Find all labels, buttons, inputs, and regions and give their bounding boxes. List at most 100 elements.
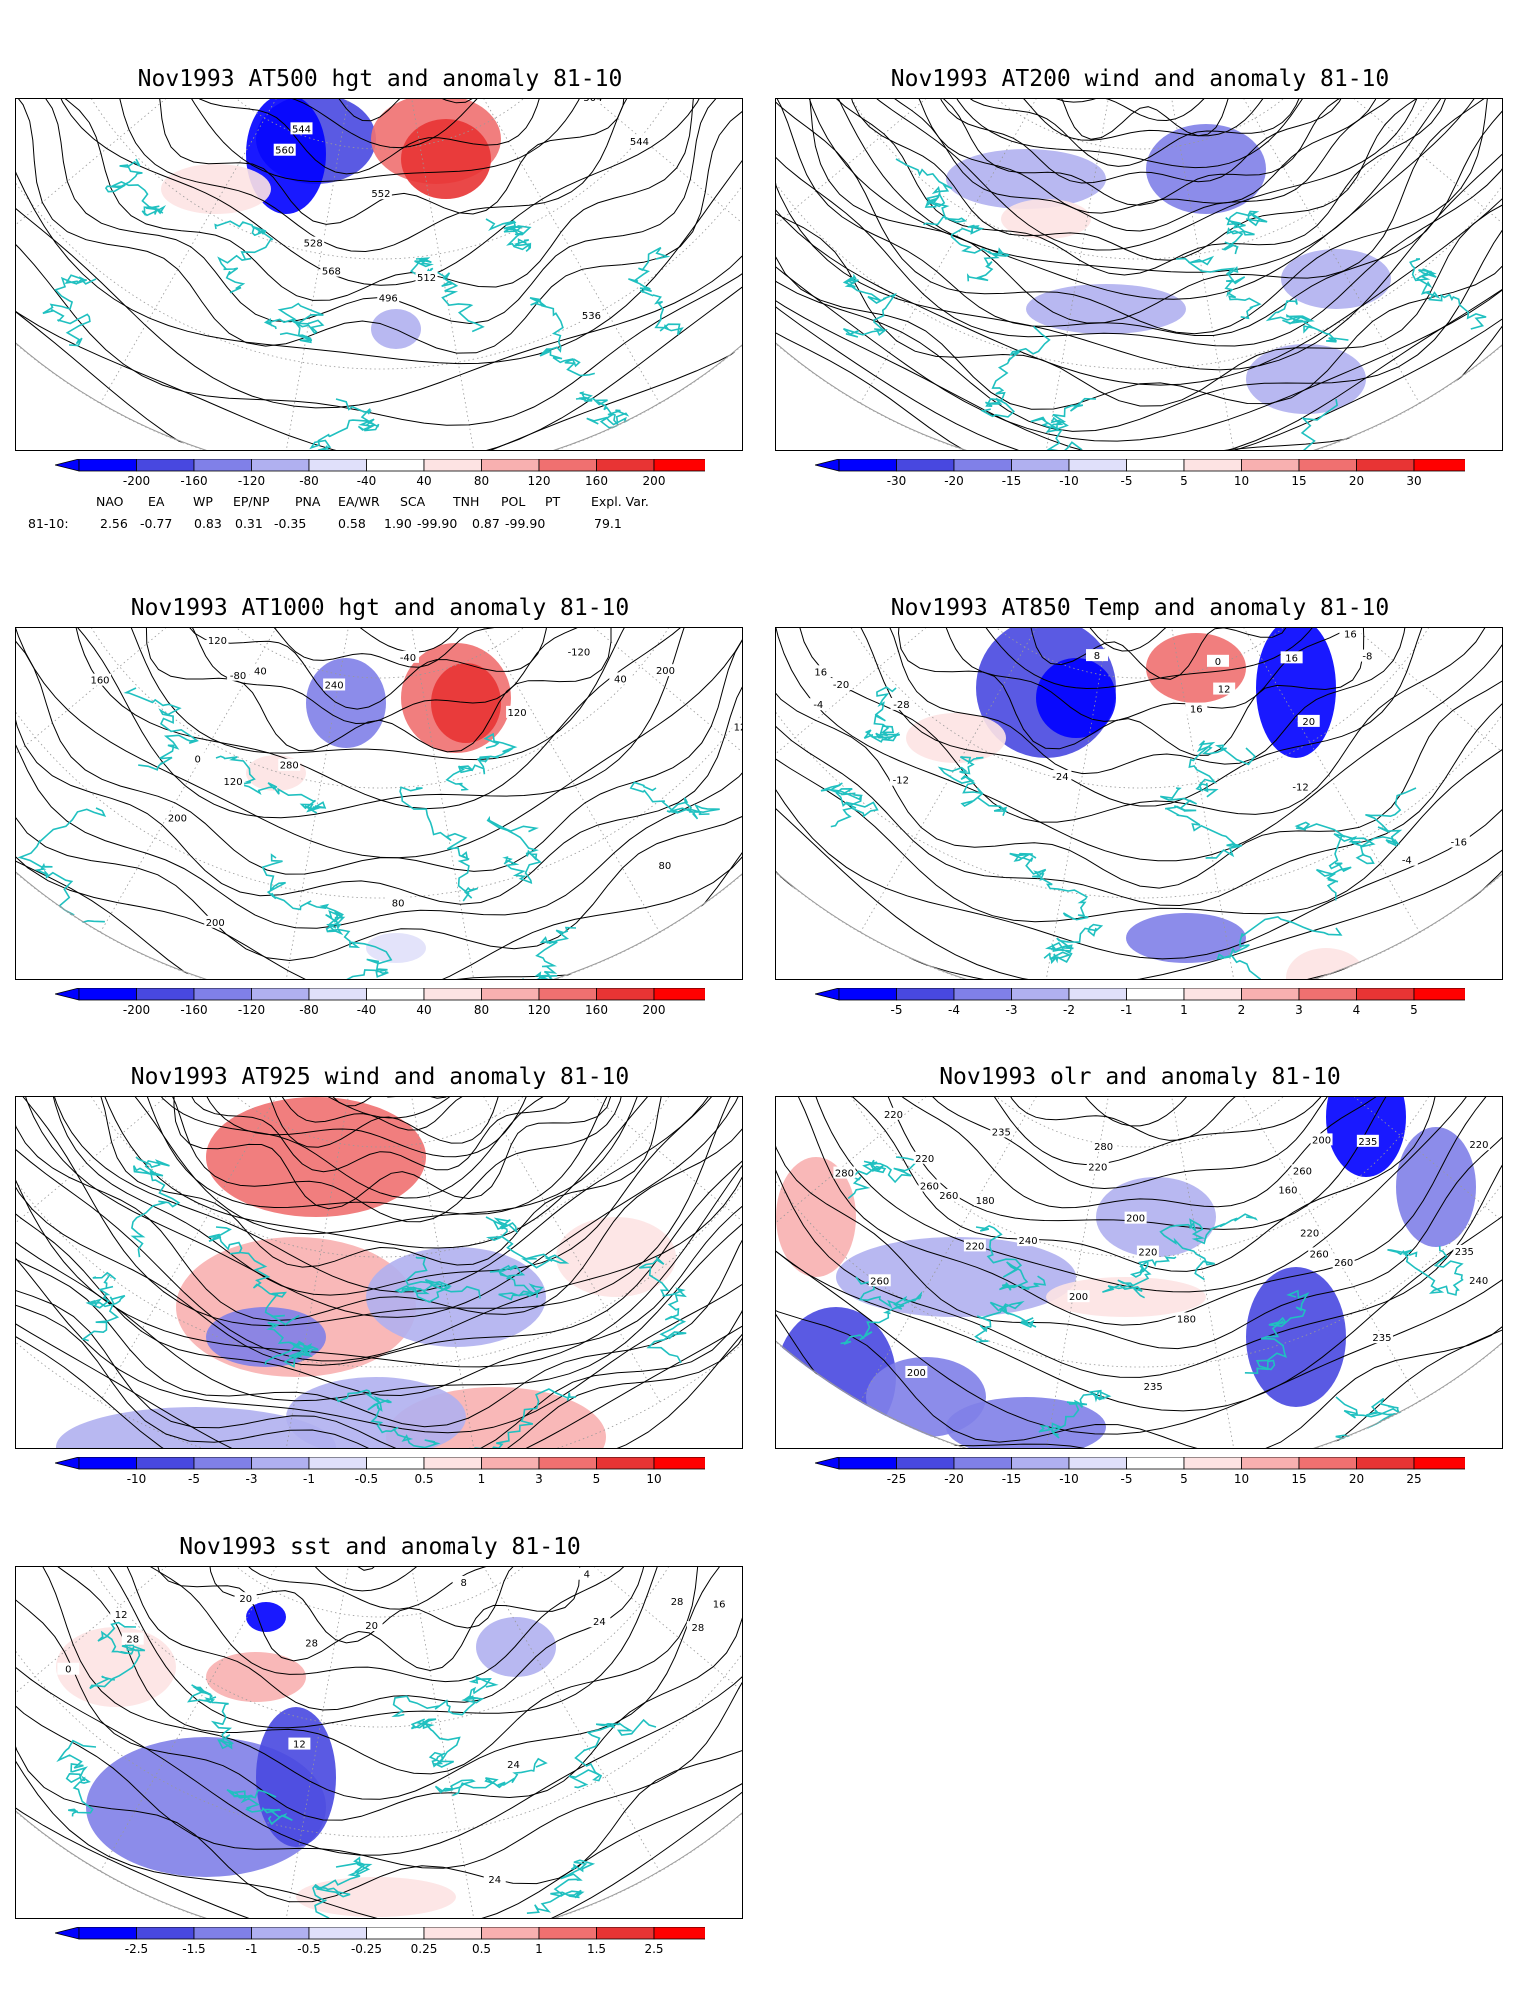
contour-line: [776, 628, 1502, 862]
contour-line: [69, 99, 703, 253]
colorbar-segment: [78, 988, 137, 1001]
anomaly-region: [1096, 1177, 1216, 1257]
coastline: [81, 1271, 126, 1342]
contour-label: 12: [1218, 685, 1231, 696]
contour-line: [52, 1097, 713, 1296]
colorbar-segment: [78, 459, 137, 472]
contour-label-bg: [1136, 1245, 1159, 1258]
colorbar-segment: [1126, 459, 1185, 472]
colorbar-at925: -10 -5 -3 -1 -0.5 0.5 1 3 5 10: [55, 1457, 705, 1485]
contour-label: 536: [582, 311, 601, 322]
contour-label: 260: [939, 1191, 958, 1202]
contour-line: [104, 1097, 648, 1249]
anomaly-region: [476, 1617, 556, 1677]
contour-line: [776, 628, 1502, 960]
contour-line: [134, 1097, 638, 1235]
colorbar-label: -1.5: [182, 1942, 205, 1955]
coastline: [1294, 821, 1358, 901]
contour-label-bg: [1185, 702, 1208, 715]
contour-label-bg: [166, 811, 189, 824]
colorbar-segment: [896, 1457, 955, 1470]
colorbar-segment: [308, 988, 367, 1001]
colorbar-segment: [136, 1457, 195, 1470]
meridian-line: [483, 1097, 661, 1403]
contour-label-bg: [1298, 1226, 1321, 1239]
contour-label: -20: [833, 680, 849, 691]
coastline: [325, 909, 393, 979]
contour-line: [776, 99, 1502, 407]
meridian-line: [1139, 1097, 1502, 1109]
contour-label-bg: [377, 291, 400, 304]
colorbar-label: 20: [1349, 1472, 1364, 1485]
colorbar-segment: [538, 459, 597, 472]
contour-line: [879, 628, 1400, 722]
colorbar-segment: [251, 459, 310, 472]
colorbar-segment: [423, 988, 482, 1001]
hemisphere-boundary: [776, 99, 1502, 450]
coastline: [410, 1718, 461, 1768]
colorbar-segment: [953, 1457, 1012, 1470]
contour-label-bg: [206, 634, 229, 647]
contour-line: [922, 99, 1358, 140]
anomaly-region: [366, 933, 426, 963]
coastline: [863, 686, 900, 743]
contour-label: 235: [992, 1127, 1011, 1138]
colorbar-segment: [1241, 459, 1300, 472]
contour-line: [776, 628, 1502, 907]
contour-line: [893, 1097, 1359, 1166]
colorbar-label: 0.5: [472, 1942, 491, 1955]
index-header: PT: [545, 494, 561, 509]
coastline: [214, 220, 274, 294]
colorbar-segment: [251, 1927, 310, 1940]
latitude-circle: [16, 99, 742, 370]
colorbar-segment: [596, 1457, 655, 1470]
contour-label: 20: [365, 1621, 378, 1632]
meridian-line: [379, 1567, 742, 1579]
colorbar-label: -160: [180, 1003, 207, 1016]
meridian-line: [859, 99, 1141, 405]
contour-label-bg: [1356, 649, 1379, 662]
contour-line: [179, 99, 597, 149]
meridian-line: [859, 1097, 1141, 1403]
meridian-line: [99, 1567, 381, 1873]
map-at1000: 40-40-80-1200408012020016028024020016012…: [15, 627, 743, 980]
contour-label-bg: [320, 264, 343, 277]
colorbar-label: 0.25: [411, 1942, 438, 1955]
contour-line: [864, 1097, 1417, 1209]
contour-line: [16, 1257, 742, 1434]
contour-label-bg: [1332, 1256, 1355, 1269]
coastline: [335, 1389, 441, 1448]
contour-label: 235: [1358, 1137, 1377, 1148]
colorbar-label: -4: [948, 1003, 960, 1016]
colorbar-at1000: -200 -160 -120 -80 -40 40 80 120 160 200: [55, 988, 705, 1016]
coastline: [89, 1621, 146, 1690]
contour-label-bg: [204, 915, 227, 928]
contour-line: [776, 1097, 1502, 1448]
contour-line: [167, 628, 593, 668]
colorbar-label: -1: [303, 1472, 315, 1485]
colorbar-segment: [953, 459, 1012, 472]
contour-label-bg: [740, 1575, 742, 1588]
contour-label: -24: [1052, 772, 1068, 783]
colorbar-label: 3: [1295, 1003, 1303, 1016]
coastline: [628, 246, 684, 336]
anomaly-region: [401, 119, 491, 199]
contour-line: [16, 628, 742, 875]
contour-label-bg: [121, 1632, 144, 1645]
contour-label-bg: [502, 1758, 525, 1771]
colorbar-label: 3: [535, 1472, 543, 1485]
panel-title-at925: Nov1993 AT925 wind and anomaly 81-10: [130, 1064, 630, 1090]
contour-line: [818, 99, 1433, 251]
index-header: EA: [148, 494, 165, 509]
coastline: [489, 1264, 544, 1301]
contour-line: [212, 1567, 534, 1571]
contour-line: [16, 1567, 730, 1775]
contour-label-bg: [323, 678, 346, 691]
panel-title-at200: Nov1993 AT200 wind and anomaly 81-10: [890, 66, 1390, 92]
contour-line: [212, 628, 581, 653]
meridian-line: [1139, 1097, 1238, 1448]
colorbar-segment: [251, 1457, 310, 1470]
coastline: [1221, 210, 1268, 255]
colorbar-label: -3: [246, 1472, 258, 1485]
contour-line: [76, 628, 684, 753]
